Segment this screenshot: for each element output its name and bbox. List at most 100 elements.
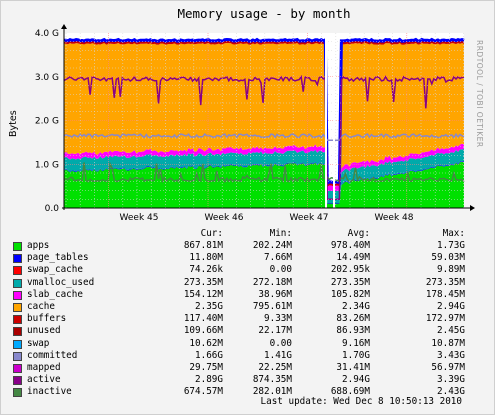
legend-max-value: 273.35M [425,276,465,288]
legend-min-value: 22.17M [258,325,292,337]
y-tick-labels: 0.0 1.0 G 2.0 G 3.0 G 4.0 G [35,29,59,214]
y-axis-arrow [61,24,67,29]
legend-series-name: committed [27,349,78,361]
legend-min-value: 7.66M [264,252,292,264]
legend-avg-value: 2.34G [342,301,370,312]
legend-swatch [13,315,22,325]
legend-avg-value: 31.41M [336,362,370,373]
legend-avg-value: 1.70G [342,349,370,361]
legend-series-name: buffers [27,313,67,325]
legend-swatch [13,254,22,264]
legend-avg-value: 202.95k [330,264,370,276]
legend-max-value: 59.03M [431,252,465,264]
x-tick-label: Week 45 [120,213,159,223]
legend-row-mapped: mapped 29.75M 22.25M 31.41M 56.97M [0,362,495,374]
legend-swatch [13,242,22,251]
legend-avg-value: 2.94G [342,374,370,386]
y-tick-label: 3.0 G [35,73,59,83]
legend-cur-value: 29.75M [189,362,223,373]
legend-avg-value: 86.93M [336,325,370,337]
legend-series-name: mapped [27,362,61,373]
legend-cur-value: 273.35M [183,276,223,288]
x-tick-label: Week 46 [205,213,244,223]
legend-min-value: 38.96M [258,288,292,300]
legend-avg-value: 9.16M [342,337,370,349]
y-tick-label: 2.0 G [35,117,59,127]
axes [61,24,475,211]
legend-row-vmalloc-used: vmalloc_used 273.35M 272.18M 273.35M 273.35M [0,277,495,289]
graph-title: Memory usage - by month [177,6,351,21]
legend-row-apps: apps 867.81M 202.24M 978.40M 1.73G [0,240,495,252]
legend-avg-value: 14.49M [336,252,370,264]
line-active [63,74,465,201]
legend-row-page-tables: page_tables 11.80M 7.66M 14.49M 59.03M [0,252,495,264]
legend-max-value: 9.89M [437,264,465,276]
legend-header-max: Max: [442,228,465,239]
y-tick-label: 4.0 G [35,29,59,39]
legend-series-name: swap_cache [27,264,83,276]
x-tick-labels: Week 45 Week 46 Week 47 Week 48 [120,213,414,223]
legend-series-name: cache [27,301,55,312]
legend-cur-value: 867.81M [183,240,223,251]
memory-area-chart: 0.01.0 G2.0 G3.0 G4.0 G Week 45 Week 46 We… [35,24,475,223]
legend-avg-value: 83.26M [336,313,370,325]
legend-cur-value: 117.40M [183,313,223,325]
y-tick-label: 1.0 G [35,160,59,170]
y-tick-label: 0.0 [45,204,60,214]
legend-swatch [13,278,22,288]
legend-max-value: 10.87M [431,337,465,349]
x-axis-arrow [470,205,475,211]
legend-header-min: Min: [269,228,292,239]
legend-min-value: 874.35M [252,374,292,386]
legend-min-value: 0.00 [269,264,292,276]
legend-series-name: unused [27,325,61,337]
legend-min-value: 202.24M [252,240,292,251]
legend-max-value: 3.39G [437,374,465,386]
legend-avg-value: 688.69M [330,386,370,398]
legend-row-committed: committed 1.66G 1.41G 1.70G 3.43G [0,350,495,362]
legend-avg-value: 273.35M [330,276,370,288]
legend-series-name: active [27,374,61,386]
legend-cur-value: 1.66G [195,349,223,361]
legend-row-inactive: inactive 674.57M 282.01M 688.69M 2.43G [0,386,495,398]
legend-max-value: 172.97M [425,313,465,325]
line-committed [63,132,465,141]
legend-cur-value: 109.66M [183,325,223,337]
legend-min-value: 9.33M [264,313,292,325]
x-tick-label: Week 47 [290,213,329,223]
legend-swatch [13,339,22,349]
area-vmalloc_used [64,149,464,203]
legend-swatch [13,376,22,386]
legend-series-name: slab_cache [27,288,83,300]
legend-series-name: inactive [27,386,72,398]
legend-swatch [13,327,22,337]
legend-swatch [13,351,22,361]
legend-swatch [13,364,22,373]
legend-cur-value: 2.35G [195,301,223,312]
legend-row-active: active 2.89G 874.35M 2.94G 3.39G [0,374,495,386]
legend-cur-value: 154.12M [183,288,223,300]
legend-cur-value: 674.57M [183,386,223,398]
legend-cur-value: 11.80M [189,252,223,264]
legend-avg-value: 978.40M [330,240,370,251]
legend-row-swap-cache: swap_cache 74.26k 0.00 202.95k 9.89M [0,264,495,276]
legend-min-value: 0.00 [269,337,292,349]
legend-swatch [13,388,22,398]
legend-min-value: 282.01M [252,386,292,398]
stacked-areas [64,37,465,208]
overlay-lines [63,74,465,201]
legend-max-value: 1.73G [437,240,465,251]
legend-swatch [13,303,22,312]
legend-cur-value: 10.62M [189,337,223,349]
x-tick-label: Week 48 [375,213,414,223]
legend-header-cur: Cur: [200,228,223,239]
legend-series-name: page_tables [27,252,89,264]
legend-min-value: 1.41G [264,349,292,361]
legend-max-value: 2.43G [437,386,465,398]
legend-max-value: 2.45G [437,325,465,337]
legend-avg-value: 105.82M [330,288,370,300]
legend-series-name: apps [27,240,50,251]
legend-max-value: 3.43G [437,349,465,361]
legend-series-name: vmalloc_used [27,276,95,288]
legend-header-avg: Avg: [347,228,370,239]
